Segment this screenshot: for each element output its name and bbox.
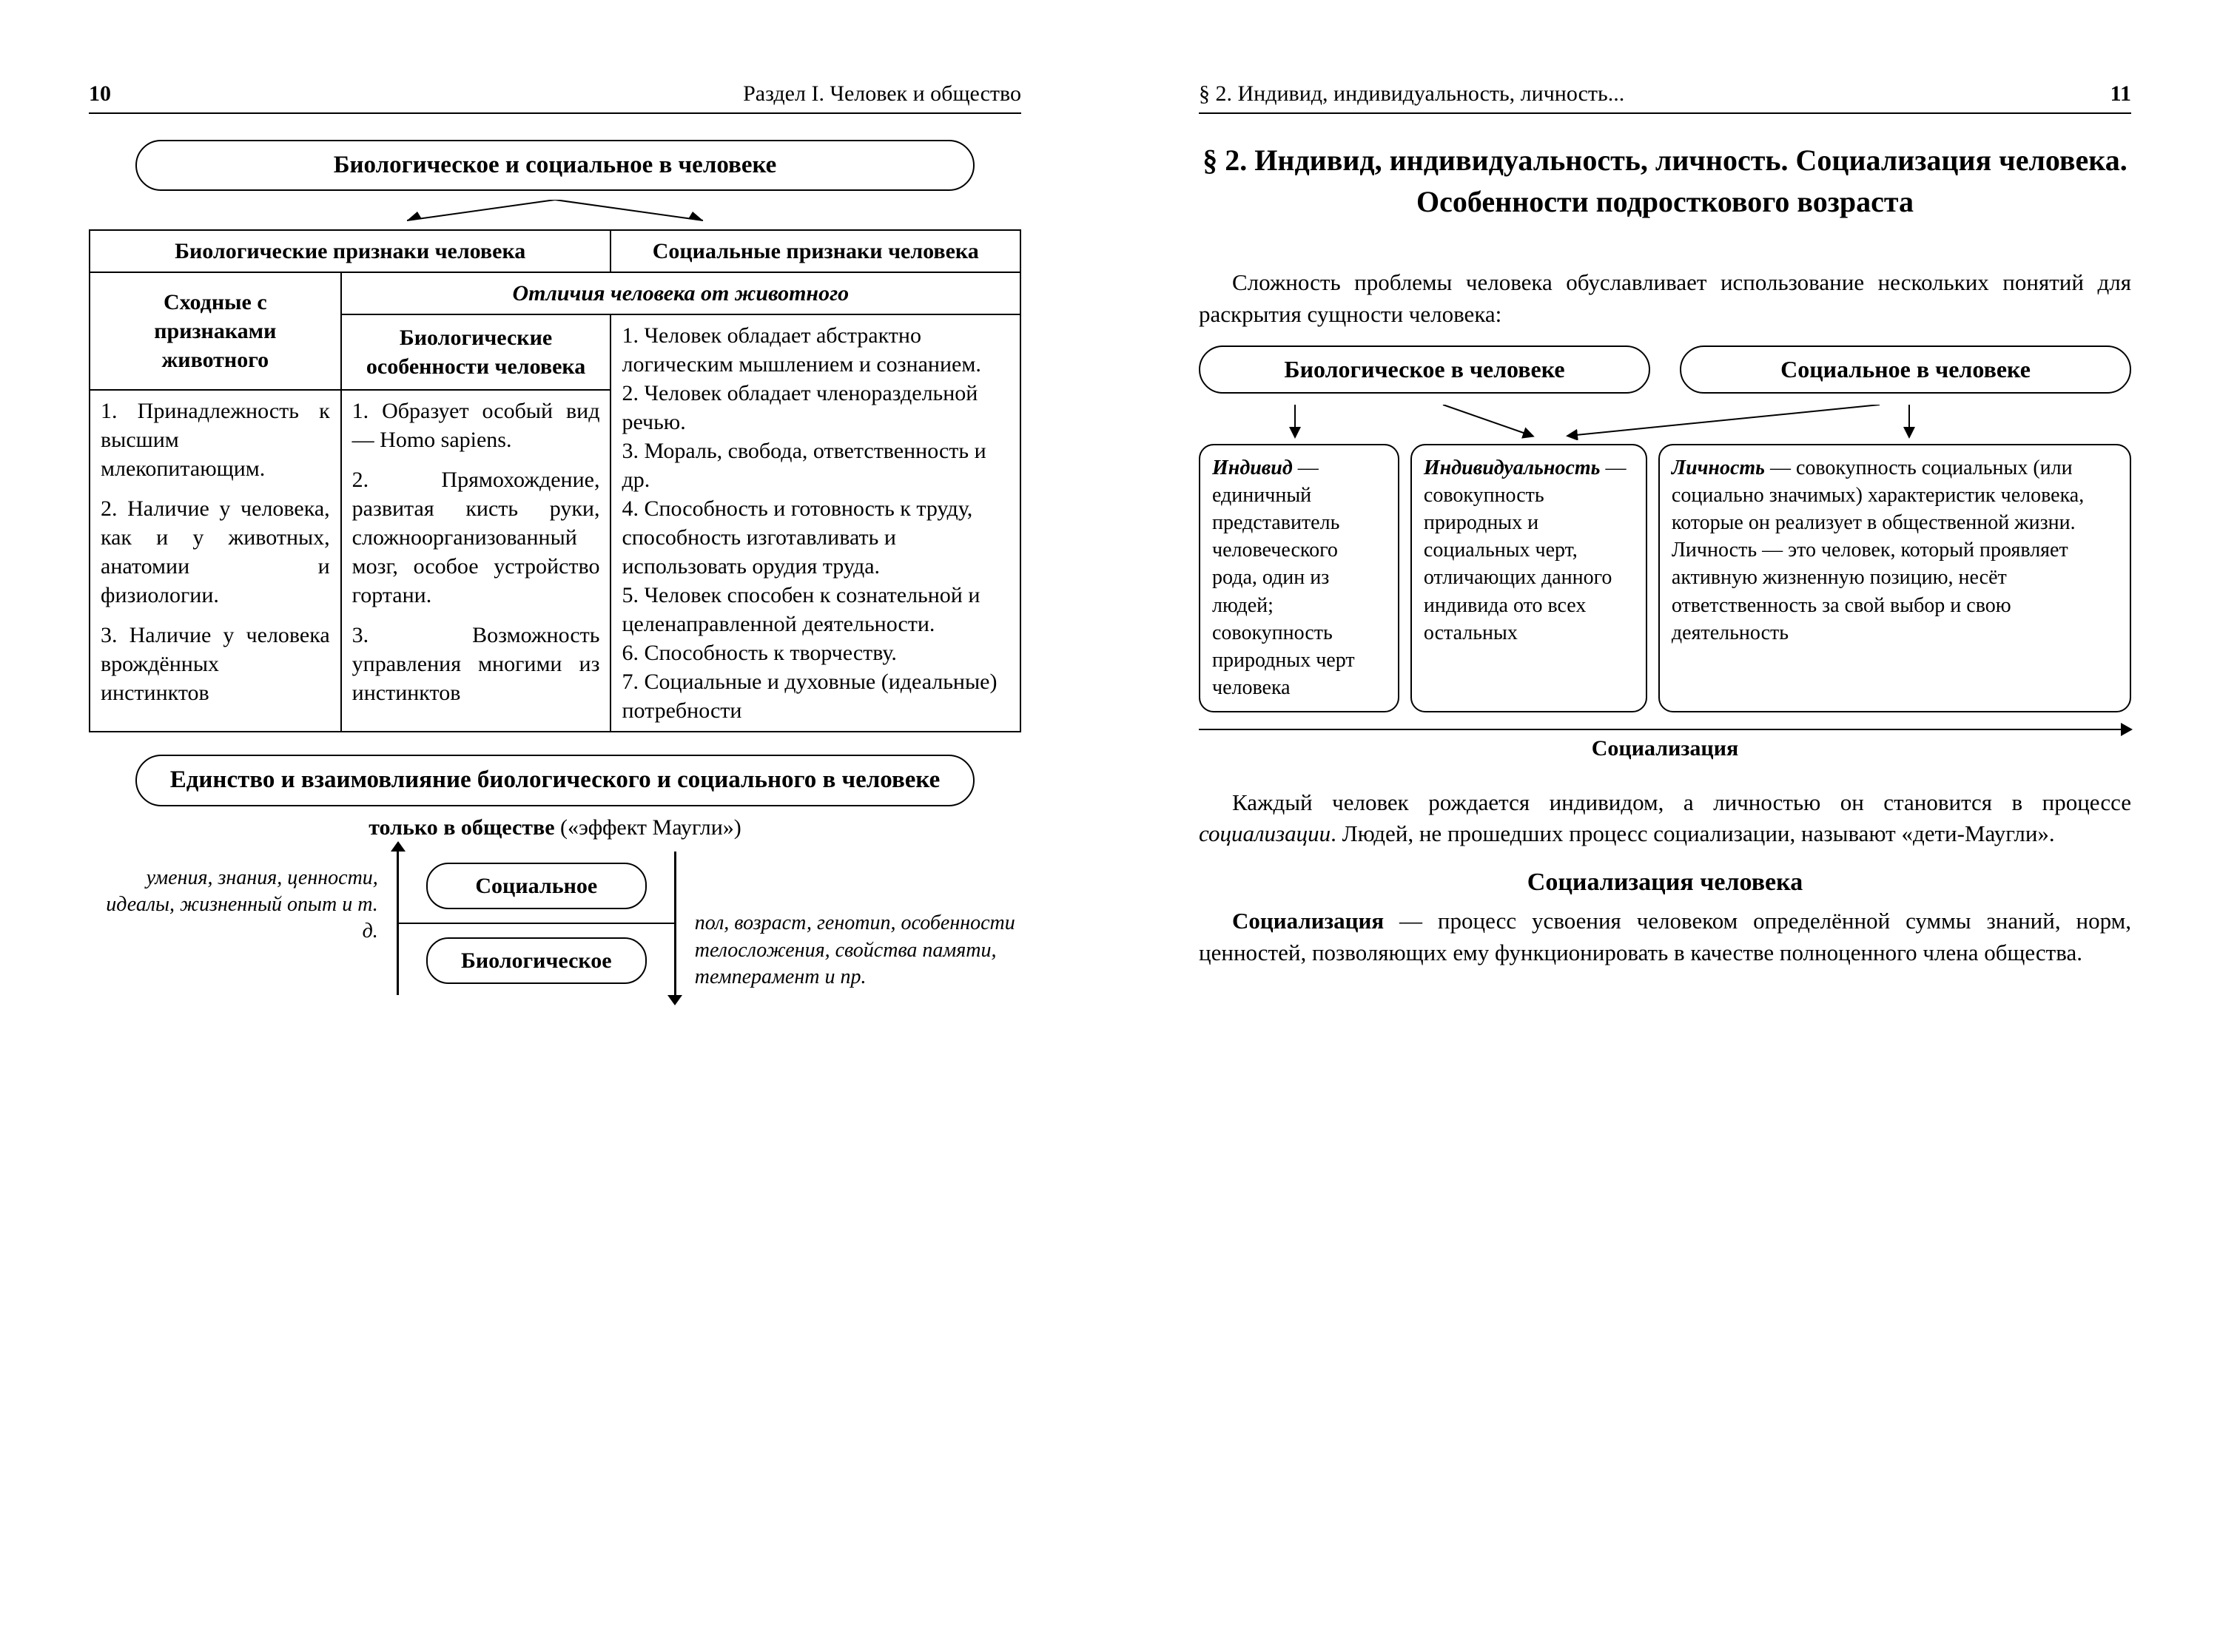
th-bio-feat: Биологические особенности человека <box>341 314 611 389</box>
defbox-individuality: Индивидуальность — совокупность природны… <box>1410 444 1647 712</box>
sub-caption: только в обществе («эффект Маугли») <box>89 815 1021 840</box>
pill-soc-in-human: Социальное в человеке <box>1680 345 2131 394</box>
stack-center: Социальное Биологическое <box>397 852 676 995</box>
arrow-svg-top <box>89 200 1021 226</box>
section-title: § 2. Индивид, индивидуальность, личность… <box>1199 140 2131 223</box>
running-head-right: § 2. Индивид, индивидуальность, личность… <box>1199 81 1624 107</box>
stack-divider <box>399 923 674 924</box>
header-left: 10 Раздел I. Человек и общество <box>89 81 1021 114</box>
comparison-table: Биологические признаки человека Социальн… <box>89 229 1021 732</box>
arrow-down-icon <box>667 995 682 1005</box>
page-number-left: 10 <box>89 81 111 107</box>
three-box-row: Индивид — единичный представитель челове… <box>1199 444 2131 712</box>
th-diff: Отличия человека от животного <box>341 272 1020 314</box>
two-pill-row: Биологическое в человеке Социальное в че… <box>1199 345 2131 394</box>
pill-social: Социальное <box>426 863 647 909</box>
defbox-personality: Личность — совокупность социальных (или … <box>1658 444 2131 712</box>
arrow-svg <box>1199 405 2131 440</box>
def-socialization: Социализация — процесс усвоения человеко… <box>1199 906 2131 969</box>
cell-social-list: 1. Человек обладает абстрактно логически… <box>610 314 1020 732</box>
stack-right-label: пол, возраст, генотип, особенности телос… <box>676 852 1021 995</box>
para-mowgli: Каждый человек рождается индивидом, а ли… <box>1199 787 2131 851</box>
th-bio: Биологические признаки человека <box>90 230 610 272</box>
page-number-right: 11 <box>2110 81 2131 107</box>
th-similar: Сходные с признаками животного <box>90 272 341 389</box>
pill-unity: Единство и взаимовлияние биологического … <box>135 755 975 806</box>
cell-similar: 1. Принадлежность к высшим млекопитающим… <box>90 390 341 732</box>
pill-bio-social: Биологическое и социальное в человеке <box>135 140 975 191</box>
page-left: 10 Раздел I. Человек и общество Биологич… <box>0 0 1110 1652</box>
stack-diagram: умения, знания, ценности, идеалы, жизнен… <box>89 852 1021 995</box>
arrow-zone <box>1199 405 2131 440</box>
subheading-socialization: Социализация человека <box>1199 869 2131 897</box>
socialization-arrow <box>1199 729 2131 730</box>
header-right: § 2. Индивид, индивидуальность, личность… <box>1199 81 2131 114</box>
arrow-split <box>89 200 1021 226</box>
intro-para: Сложность проблемы человека обуславливае… <box>1199 267 2131 331</box>
running-head-left: Раздел I. Человек и общество <box>743 81 1021 107</box>
cell-bio-feat: 1. Образует особый вид — Homo sapiens. 2… <box>341 390 611 732</box>
arrow-up-icon <box>391 841 406 852</box>
stack-left-label: умения, знания, ценности, идеалы, жизнен… <box>89 852 397 995</box>
th-soc: Социальные признаки человека <box>610 230 1020 272</box>
socialization-label: Социализация <box>1199 736 2131 761</box>
pill-bio-in-human: Биологическое в человеке <box>1199 345 1650 394</box>
page-right: § 2. Индивид, индивидуальность, личность… <box>1110 0 2220 1652</box>
pill-biological: Биологическое <box>426 937 647 984</box>
defbox-individ: Индивид — единичный представитель челове… <box>1199 444 1399 712</box>
